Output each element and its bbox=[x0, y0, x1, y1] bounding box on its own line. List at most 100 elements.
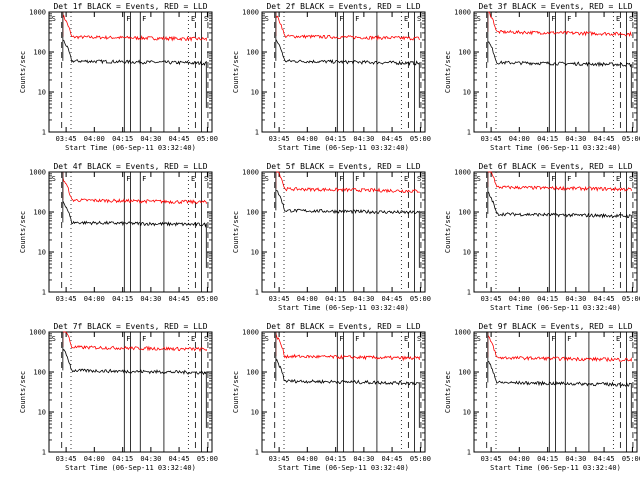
y-tick-label: 1000 bbox=[242, 329, 259, 337]
segment-label: F bbox=[142, 175, 146, 183]
segment-label: S bbox=[477, 15, 481, 23]
red-lld-series bbox=[62, 177, 207, 205]
segment-label: E bbox=[191, 335, 195, 343]
red-lld-series bbox=[62, 331, 207, 353]
y-tick-label: 10 bbox=[38, 89, 46, 97]
x-tick-label: 03:45 bbox=[481, 455, 502, 463]
red-lld-series bbox=[275, 333, 420, 362]
x-tick-label: 04:00 bbox=[509, 455, 530, 463]
x-tick-label: 03:45 bbox=[56, 295, 77, 303]
segment-label: S bbox=[52, 15, 56, 23]
y-tick-label: 1 bbox=[42, 289, 46, 297]
x-tick-label: 04:00 bbox=[509, 135, 530, 143]
segment-label: E bbox=[191, 15, 195, 23]
y-axis-label: Counts/sec bbox=[444, 371, 452, 413]
x-tick-label: 04:30 bbox=[565, 135, 586, 143]
y-tick-label: 10 bbox=[463, 89, 471, 97]
segment-label: S bbox=[629, 15, 633, 23]
segment-label: E bbox=[191, 175, 195, 183]
segment-label: S bbox=[204, 175, 208, 183]
y-tick-label: 100 bbox=[458, 209, 471, 217]
y-tick-label: 10 bbox=[463, 249, 471, 257]
x-tick-label: 04:30 bbox=[353, 455, 374, 463]
x-tick-label: 03:45 bbox=[269, 295, 290, 303]
x-tick-label: 04:30 bbox=[140, 295, 161, 303]
x-tick-label: 04:45 bbox=[594, 135, 615, 143]
y-tick-label: 1 bbox=[467, 289, 471, 297]
x-tick-label: 04:00 bbox=[84, 295, 105, 303]
x-tick-label: 04:45 bbox=[594, 455, 615, 463]
segment-label: S bbox=[265, 175, 269, 183]
y-tick-label: 10 bbox=[251, 89, 259, 97]
segment-label: E bbox=[616, 15, 620, 23]
x-tick-label: 04:30 bbox=[140, 455, 161, 463]
segment-label: S bbox=[265, 335, 269, 343]
x-tick-label: 04:45 bbox=[382, 455, 403, 463]
y-tick-label: 1000 bbox=[242, 9, 259, 17]
y-tick-label: 10 bbox=[38, 409, 46, 417]
y-tick-label: 1 bbox=[467, 449, 471, 457]
segment-label: S bbox=[477, 335, 481, 343]
x-tick-label: 04:45 bbox=[169, 135, 190, 143]
red-lld-series bbox=[487, 171, 632, 192]
x-axis-label: Start Time (06-Sep-11 03:32:40) bbox=[490, 144, 621, 152]
x-tick-label: 04:15 bbox=[537, 295, 558, 303]
y-tick-label: 100 bbox=[246, 209, 259, 217]
x-tick-label: 04:00 bbox=[297, 295, 318, 303]
y-tick-label: 1 bbox=[255, 449, 259, 457]
x-tick-label: 04:00 bbox=[297, 455, 318, 463]
x-tick-label: 03:45 bbox=[269, 455, 290, 463]
panel-title: Det 8f BLACK = Events, RED = LLD bbox=[266, 322, 420, 331]
panel-8: Det 8f BLACK = Events, RED = LLD 1 10 100 10… bbox=[232, 322, 431, 472]
segment-label: F bbox=[142, 335, 146, 343]
y-tick-label: 1000 bbox=[454, 9, 471, 17]
segment-label: F bbox=[339, 15, 343, 23]
panel-title: Det 6f BLACK = Events, RED = LLD bbox=[478, 162, 632, 171]
x-axis-label: Start Time (06-Sep-11 03:32:40) bbox=[278, 144, 409, 152]
y-tick-label: 1000 bbox=[242, 169, 259, 177]
segment-label: E bbox=[404, 175, 408, 183]
panel-title: Det 1f BLACK = Events, RED = LLD bbox=[53, 2, 207, 11]
y-tick-label: 100 bbox=[33, 49, 46, 57]
x-tick-label: 04:15 bbox=[112, 135, 133, 143]
black-events-series bbox=[62, 348, 207, 428]
black-events-series bbox=[487, 361, 632, 428]
x-axis-label: Start Time (06-Sep-11 03:32:40) bbox=[278, 464, 409, 472]
red-lld-series bbox=[487, 335, 632, 363]
x-tick-label: 04:30 bbox=[140, 135, 161, 143]
x-tick-label: 05:00 bbox=[622, 455, 640, 463]
panel-6: Det 6f BLACK = Events, RED = LLD 1 10 100 10… bbox=[444, 162, 640, 312]
y-axis-label: Counts/sec bbox=[19, 371, 27, 413]
x-tick-label: 03:45 bbox=[481, 295, 502, 303]
segment-label: E bbox=[404, 335, 408, 343]
x-tick-label: 04:15 bbox=[325, 295, 346, 303]
black-events-series bbox=[62, 200, 207, 268]
x-tick-label: 04:30 bbox=[353, 295, 374, 303]
segment-label: E bbox=[616, 335, 620, 343]
x-tick-label: 04:30 bbox=[565, 455, 586, 463]
segment-label: F bbox=[551, 15, 555, 23]
y-tick-label: 1000 bbox=[29, 329, 46, 337]
x-tick-label: 05:00 bbox=[197, 295, 218, 303]
segment-label: F bbox=[355, 335, 359, 343]
x-axis-label: Start Time (06-Sep-11 03:32:40) bbox=[490, 304, 621, 312]
segment-label: S bbox=[629, 175, 633, 183]
x-tick-label: 04:00 bbox=[84, 135, 105, 143]
y-tick-label: 1 bbox=[255, 129, 259, 137]
y-tick-label: 100 bbox=[458, 369, 471, 377]
y-axis-label: Counts/sec bbox=[232, 211, 240, 253]
y-tick-label: 100 bbox=[246, 49, 259, 57]
x-tick-label: 05:00 bbox=[622, 295, 640, 303]
x-tick-label: 04:30 bbox=[565, 295, 586, 303]
y-tick-label: 100 bbox=[246, 369, 259, 377]
black-events-series bbox=[487, 191, 632, 268]
segment-label: S bbox=[417, 15, 421, 23]
x-tick-label: 05:00 bbox=[622, 135, 640, 143]
segment-label: S bbox=[52, 175, 56, 183]
x-tick-label: 04:15 bbox=[112, 455, 133, 463]
x-tick-label: 03:45 bbox=[269, 135, 290, 143]
x-tick-label: 05:00 bbox=[410, 295, 431, 303]
segment-label: F bbox=[339, 175, 343, 183]
y-tick-label: 1 bbox=[255, 289, 259, 297]
